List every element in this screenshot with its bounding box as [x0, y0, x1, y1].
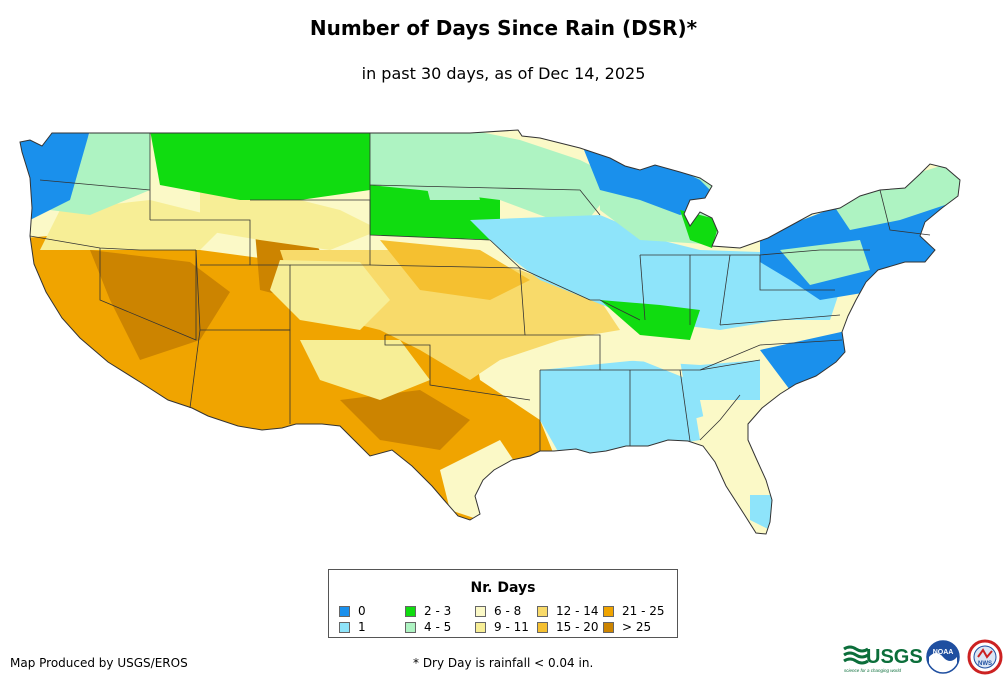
legend-label: 21 - 25: [622, 604, 665, 618]
legend-label: 9 - 11: [494, 620, 529, 634]
legend-swatch: [537, 605, 548, 617]
legend-item: 15 - 20: [537, 620, 599, 634]
us-dsr-map: [19, 129, 961, 535]
legend-label: 0: [358, 604, 366, 618]
us-outline: [19, 129, 961, 535]
legend-item: 21 - 25: [603, 604, 665, 618]
map-title: Number of Days Since Rain (DSR)*: [309, 16, 698, 40]
legend-label: 12 - 14: [556, 604, 599, 618]
legend-swatch: [475, 605, 486, 617]
legend-label: 15 - 20: [556, 620, 599, 634]
legend: Nr. Days 0 1 2 - 3 4 - 5 6 - 8 9 - 11 12…: [328, 569, 678, 638]
nws-text: NWS: [978, 661, 992, 667]
legend-swatch: [475, 621, 486, 633]
footnote-text: * Dry Day is rainfall < 0.04 in.: [413, 656, 594, 670]
legend-item: 0: [339, 604, 366, 618]
legend-item: 1: [339, 620, 366, 634]
legend-swatch: [537, 621, 548, 633]
usgs-tagline: science for a changing world: [844, 668, 902, 673]
legend-swatch: [339, 621, 350, 633]
legend-item: > 25: [603, 620, 651, 634]
legend-item: 6 - 8: [475, 604, 521, 618]
legend-swatch: [405, 621, 416, 633]
credit-text: Map Produced by USGS/EROS: [10, 656, 188, 670]
legend-label: 6 - 8: [494, 604, 522, 618]
usgs-wordmark: USGS: [866, 646, 923, 668]
legend-swatch: [603, 605, 614, 617]
legend-swatch: [603, 621, 614, 633]
legend-item: 9 - 11: [475, 620, 529, 634]
noaa-logo: NOAA: [926, 640, 960, 674]
nws-logo: NWS: [967, 639, 1003, 675]
legend-label: 1: [358, 620, 366, 634]
legend-item: 4 - 5: [405, 620, 451, 634]
noaa-text: NOAA: [933, 649, 954, 656]
legend-label: 4 - 5: [424, 620, 452, 634]
legend-swatch: [339, 605, 350, 617]
legend-swatch: [405, 605, 416, 617]
legend-label: > 25: [622, 620, 652, 634]
legend-item: 12 - 14: [537, 604, 599, 618]
legend-label: 2 - 3: [424, 604, 452, 618]
legend-title: Nr. Days: [470, 580, 536, 596]
legend-item: 2 - 3: [405, 604, 451, 618]
usgs-logo: USGS science for a changing world: [843, 645, 923, 673]
map-subtitle: in past 30 days, as of Dec 14, 2025: [361, 64, 646, 83]
agency-logos: USGS science for a changing world NOAA N…: [843, 639, 1003, 675]
state-borders: [29, 133, 931, 451]
